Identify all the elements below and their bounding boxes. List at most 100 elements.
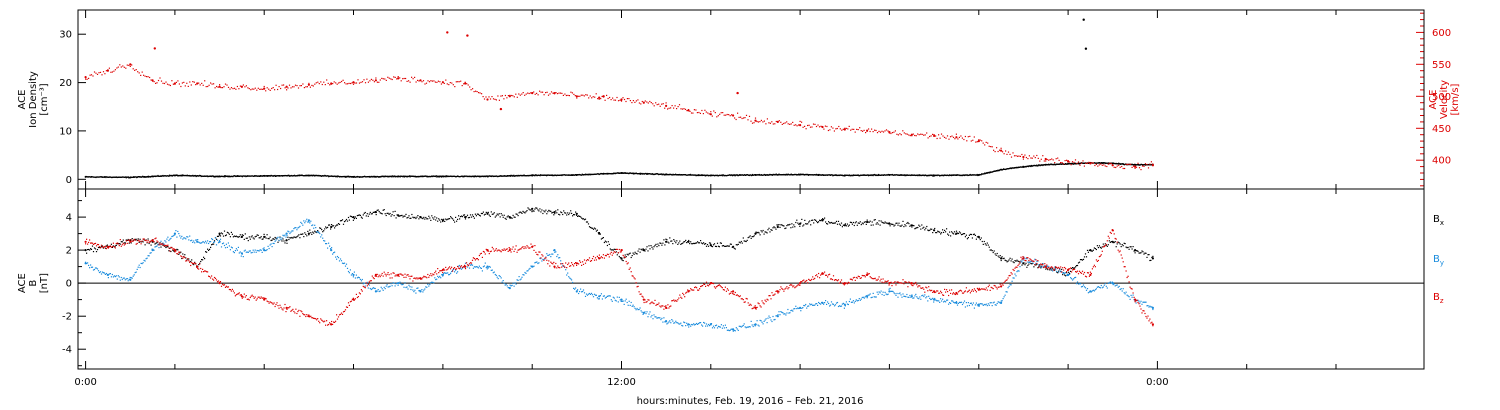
ion-density-series-trace-dot (639, 173, 641, 175)
bx-series-trace-dot (920, 228, 922, 230)
ion-density-series-trace-dot (976, 173, 978, 176)
velocity-series-trace-dot (1016, 155, 1019, 157)
by-series-trace-dot (277, 236, 279, 238)
bx-series-trace-dot (1091, 250, 1093, 252)
velocity-series-trace-dot (479, 92, 481, 94)
bx-series-trace-dot (244, 233, 246, 235)
bx-series-point (553, 211, 556, 214)
by-series-trace-dot (110, 276, 112, 278)
ion-density-series-trace-dot (473, 175, 475, 177)
bx-series-trace-dot (1002, 258, 1004, 260)
bx-series-trace-dot (386, 212, 388, 214)
bx-series-trace-dot (242, 234, 244, 237)
bx-series-trace-dot (472, 215, 474, 218)
bx-series-trace-dot (290, 237, 292, 239)
velocity-series-trace-dot (798, 124, 800, 126)
velocity-series-trace-dot (110, 71, 112, 73)
ion-density-series-trace-dot (133, 176, 135, 178)
bx-series-point (620, 257, 623, 260)
by-series-trace-dot (394, 285, 396, 287)
velocity-series-trace-dot (927, 137, 929, 139)
by-series-trace-dot (272, 242, 274, 244)
by-series-trace-dot (331, 247, 333, 249)
by-series-trace-dot (809, 303, 811, 305)
bx-series-trace-dot (464, 218, 467, 220)
velocity-series-trace-dot (381, 77, 383, 79)
bx-series-point (665, 240, 668, 243)
ion-density-series-trace-dot (435, 175, 437, 177)
velocity-series-trace-dot (1052, 159, 1054, 161)
by-series-trace-dot (588, 292, 591, 295)
by-series-trace-dot (638, 308, 640, 311)
by-series-trace-dot (237, 246, 239, 248)
bx-series-point (84, 249, 87, 252)
velocity-series-trace-dot (914, 134, 916, 137)
velocity-series-trace-dot (95, 72, 97, 74)
ion-density-series-trace-dot (136, 177, 138, 179)
by-series-trace-dot (189, 235, 191, 237)
by-series-trace-dot (522, 274, 524, 276)
bx-series-trace-dot (610, 249, 612, 251)
bx-series-trace-dot (309, 229, 311, 231)
bx-series-trace-dot (672, 243, 674, 245)
by-series-trace-dot (403, 286, 405, 288)
velocity-series-trace-dot (90, 74, 93, 76)
bx-series-trace-dot (1116, 243, 1118, 245)
by-series-trace-dot (261, 251, 263, 253)
by-series-trace-dot (180, 237, 182, 239)
ion-density-series-point (1067, 162, 1070, 165)
velocity-tick-label: 500 (1432, 92, 1451, 103)
bx-series-trace-dot (856, 224, 858, 226)
bx-series-trace-dot (202, 259, 204, 261)
velocity-series-trace-dot (972, 139, 974, 141)
velocity-series-trace-dot (437, 80, 439, 82)
bx-series-trace-dot (592, 228, 595, 230)
bx-series-trace-dot (92, 251, 95, 253)
velocity-series-trace-dot (272, 87, 274, 89)
by-series-trace-dot (823, 303, 825, 305)
bx-series-trace-dot (810, 224, 812, 226)
by-series-trace-dot (691, 323, 693, 326)
velocity-series-trace-dot (939, 137, 941, 139)
velocity-series-trace-dot (216, 85, 218, 88)
bx-series-trace-dot (741, 242, 743, 244)
by-series-trace-dot (697, 323, 699, 325)
b-field-axis-label-line: B (28, 280, 39, 287)
velocity-series-trace-dot (1005, 150, 1007, 152)
bx-series-trace-dot (794, 226, 796, 228)
bx-series-trace-dot (343, 221, 346, 223)
bx-series-trace-dot (509, 217, 511, 219)
velocity-series-trace-dot (1118, 164, 1120, 166)
bx-series-trace-dot (1131, 248, 1133, 250)
by-series-trace-dot (828, 302, 830, 305)
bx-series-trace-dot (729, 243, 731, 245)
velocity-series-trace-dot (506, 97, 508, 99)
by-series-trace-dot (89, 267, 91, 269)
by-series-trace-dot (540, 258, 542, 260)
bx-series-trace-dot (1124, 243, 1126, 245)
bx-series-trace-dot (980, 237, 982, 239)
density-tick-label: 20 (59, 78, 72, 89)
bx-series-trace-dot (1039, 264, 1041, 266)
bx-series-trace-dot (972, 233, 974, 236)
by-series-trace-dot (388, 286, 390, 288)
velocity-series-trace-dot (147, 76, 149, 78)
bx-series-point (575, 212, 578, 215)
velocity-series-point (642, 101, 645, 104)
by-series-trace-dot (116, 278, 118, 280)
ion-density-series-trace-dot (156, 175, 159, 177)
bx-series-trace-dot (461, 216, 464, 218)
velocity-series-trace-dot (213, 83, 215, 85)
bx-series-trace-dot (563, 210, 565, 212)
velocity-series-trace-dot (1130, 163, 1132, 165)
ion-density-series-trace-dot (195, 175, 197, 178)
bx-series-trace-dot (652, 248, 654, 250)
velocity-series-trace-dot (591, 97, 593, 99)
velocity-series-trace-dot (342, 79, 344, 81)
velocity-series-trace-dot (567, 94, 569, 96)
velocity-series-trace-dot (421, 81, 423, 83)
bx-series-trace-dot (825, 221, 827, 223)
velocity-series-trace-dot (766, 118, 768, 120)
ion-density-series-trace-dot (1102, 162, 1104, 164)
bx-series-trace-dot (267, 237, 269, 240)
